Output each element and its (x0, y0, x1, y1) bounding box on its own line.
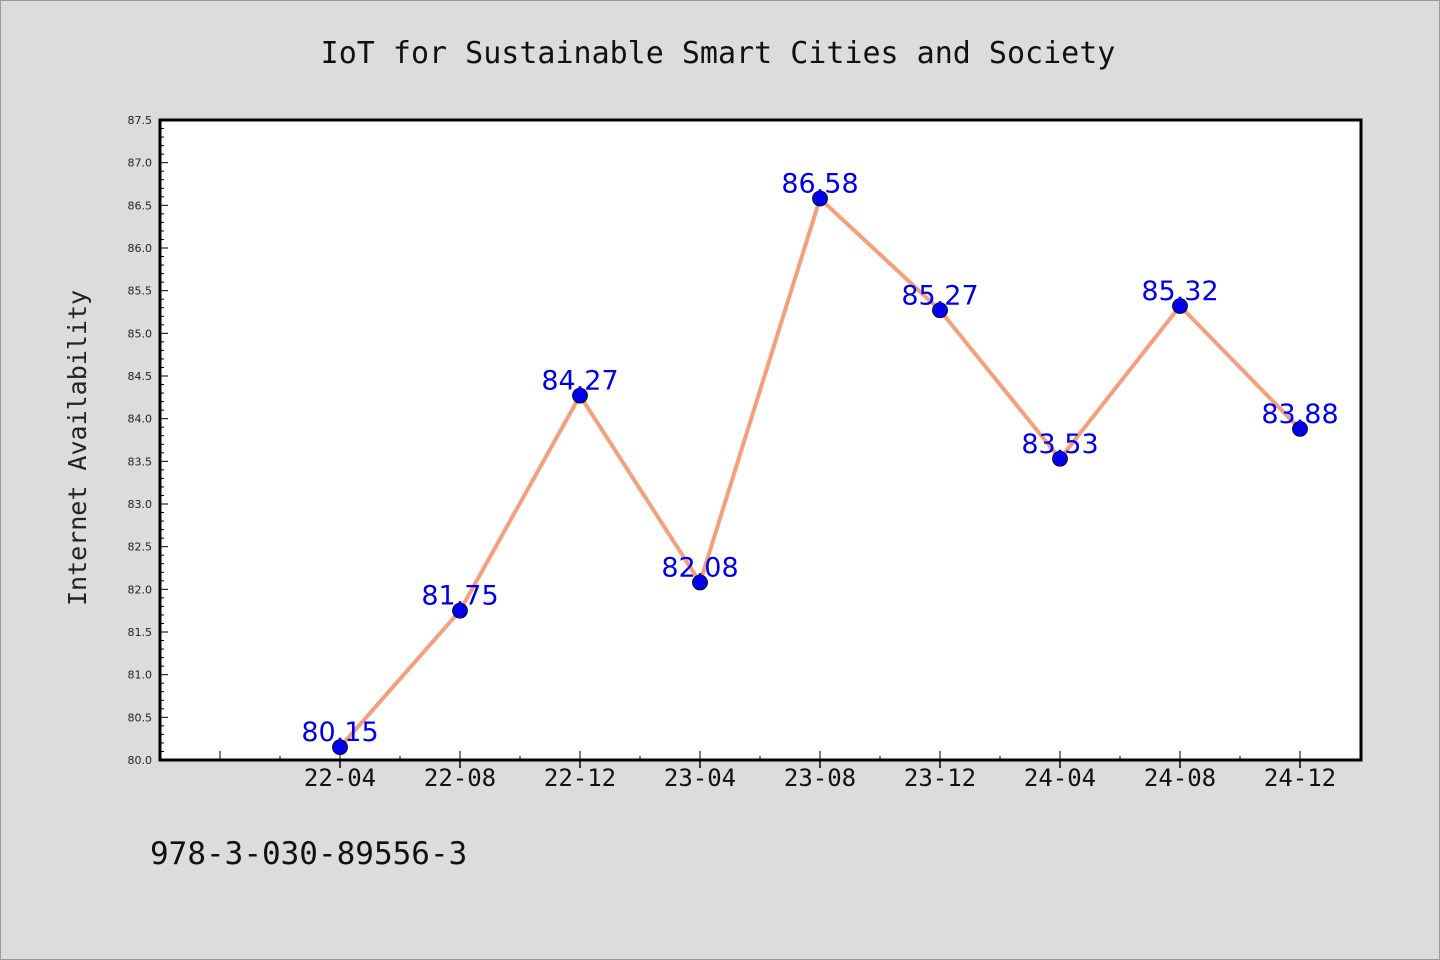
x-axis: 22-04 22-08 22-12 23-04 23-08 23-12 24-04 24-08… (219, 751, 1361, 792)
y-tick-label: 81.5 (128, 626, 153, 639)
data-label: 80.15 (301, 717, 378, 748)
y-tick-label: 83.0 (128, 498, 153, 511)
x-tick-label: 24-04 (1024, 764, 1096, 792)
series-layer: 80.15 81.75 84.27 82.08 86.58 85.27 83.53 85.32… (301, 169, 1339, 756)
data-label: 85.27 (901, 280, 978, 311)
x-tick-label: 22-08 (424, 764, 496, 792)
data-point (452, 602, 468, 619)
x-tick-label: 23-08 (784, 764, 856, 792)
y-tick-label: 85.5 (128, 285, 153, 298)
y-tick-label: 86.5 (128, 199, 153, 212)
y-tick-label: 82.5 (128, 541, 153, 554)
data-label: 81.75 (421, 581, 498, 612)
data-label: 82.08 (661, 553, 738, 584)
data-point (1172, 298, 1188, 314)
data-label: 83.53 (1021, 429, 1098, 460)
chart-title: IoT for Sustainable Smart Cities and Soc… (321, 36, 1116, 71)
data-label: 85.32 (1141, 276, 1218, 307)
y-tick-label: 85.0 (128, 327, 153, 340)
data-label: 84.27 (541, 366, 618, 397)
y-tick-label: 87.5 (128, 114, 153, 127)
data-point (332, 739, 348, 756)
data-label: 83.88 (1261, 399, 1338, 430)
x-tick-label: 22-04 (304, 764, 376, 792)
y-tick-label: 80.5 (128, 711, 153, 724)
y-axis: 80.0 80.5 81.0 81.5 82.0 82.5 83.0 83.5 84.0 84.5… (128, 114, 168, 767)
data-point (1292, 421, 1308, 437)
isbn-text: 978-3-030-89556-3 (150, 836, 467, 872)
y-tick-label: 84.5 (128, 370, 153, 383)
plot-area (158, 118, 1363, 762)
data-point (932, 302, 948, 319)
y-tick-label: 80.0 (128, 754, 153, 767)
y-tick-label: 82.0 (128, 583, 153, 596)
data-point (692, 574, 708, 591)
data-point (572, 387, 588, 404)
data-point (812, 190, 828, 207)
y-tick-label: 81.0 (128, 669, 153, 682)
data-point (1052, 450, 1068, 467)
y-tick-label: 86.0 (128, 242, 153, 255)
y-axis-label: Internet Availability (63, 290, 92, 606)
x-tick-label: 24-08 (1144, 764, 1216, 792)
x-tick-label: 23-04 (664, 764, 736, 792)
x-tick-label: 22-12 (544, 764, 616, 792)
y-tick-label: 87.0 (128, 157, 153, 170)
x-tick-label: 23-12 (904, 764, 976, 792)
x-tick-label: 24-12 (1264, 764, 1336, 792)
y-tick-label: 84.0 (128, 413, 153, 426)
y-tick-label: 83.5 (128, 455, 153, 468)
data-label: 86.58 (781, 169, 858, 200)
